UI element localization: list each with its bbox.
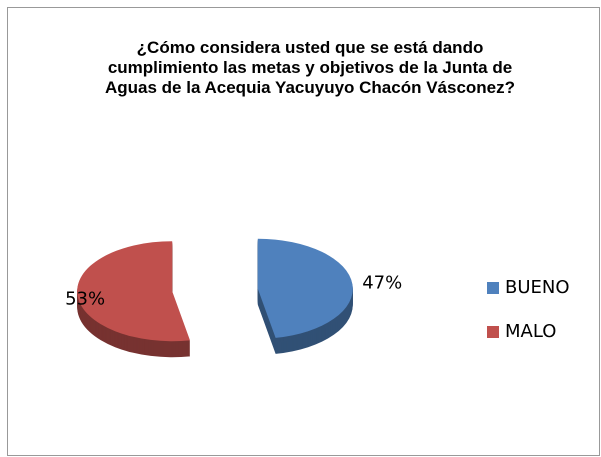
slice-top [77,241,190,342]
pie-slice [257,238,353,354]
legend-label: BUENO [505,277,570,298]
legend-label: MALO [505,321,556,342]
pie-slice [77,241,190,358]
data-label: 53% [65,289,105,310]
chart-border [7,7,600,456]
data-label: 47% [362,272,402,293]
slice-top [257,238,353,338]
chart-title: ¿Cómo considera usted que se está dando … [104,38,516,97]
legend-swatch [487,326,499,338]
legend-swatch [487,282,499,294]
